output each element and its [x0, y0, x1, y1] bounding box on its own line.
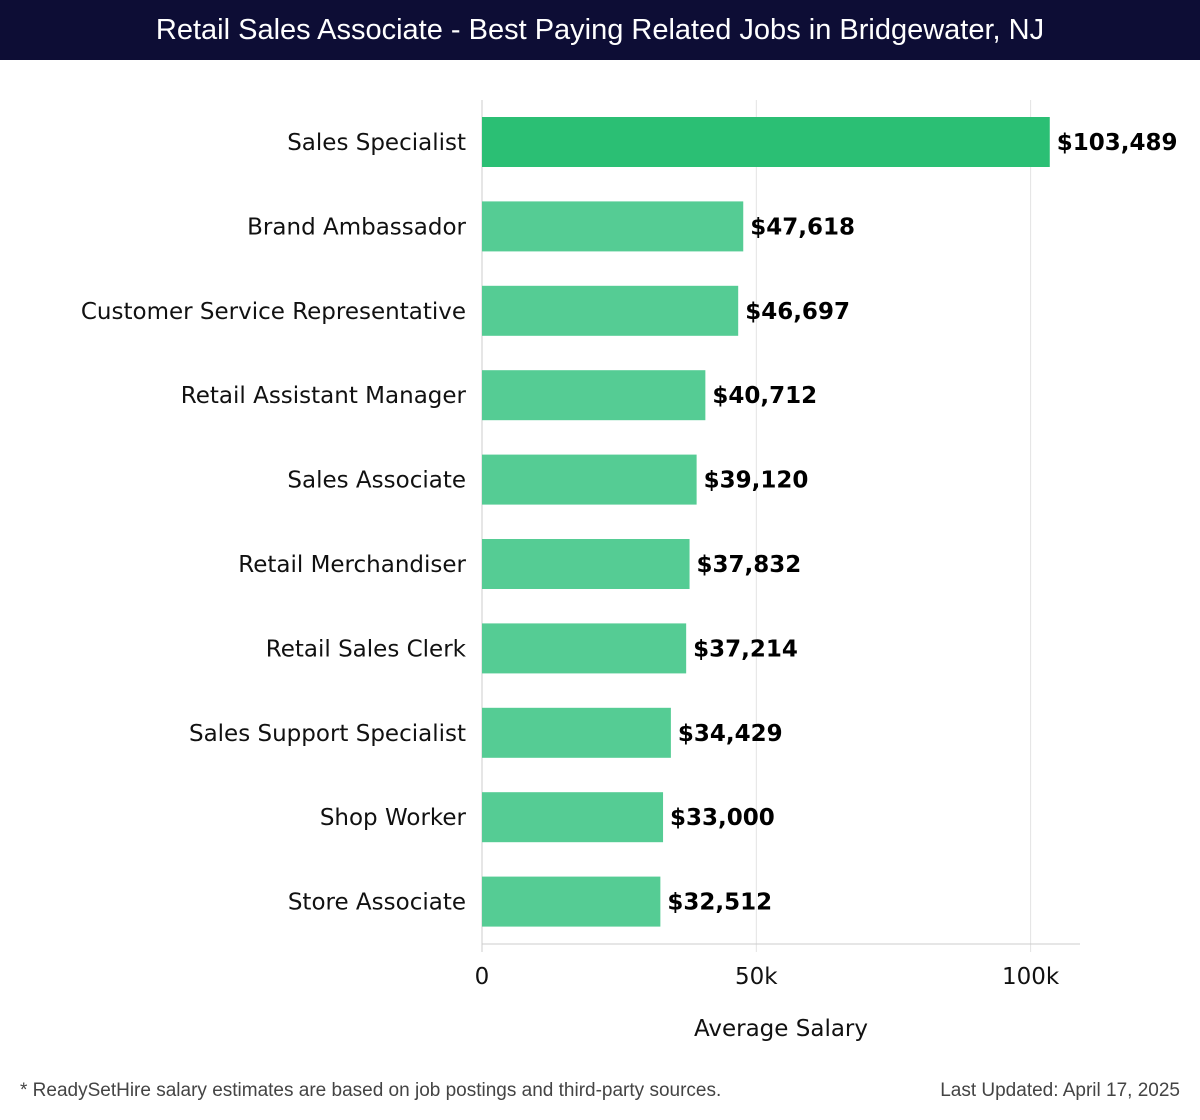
value-label: $39,120 [704, 468, 809, 494]
category-label: Sales Associate [287, 468, 466, 494]
value-label: $33,000 [670, 805, 775, 831]
bar [482, 201, 744, 252]
category-label: Brand Ambassador [247, 214, 466, 240]
last-updated: Last Updated: April 17, 2025 [940, 1080, 1180, 1101]
bar [482, 285, 739, 336]
value-label: $37,214 [693, 636, 798, 662]
x-tick-label: 50k [735, 964, 778, 990]
x-axis-title: Average Salary [694, 1016, 868, 1042]
category-label: Retail Assistant Manager [181, 383, 467, 409]
value-label: $32,512 [667, 890, 772, 916]
category-label: Sales Support Specialist [189, 721, 466, 747]
x-tick-label: 0 [475, 964, 490, 990]
bar [482, 454, 697, 505]
value-label: $37,832 [697, 552, 802, 578]
salary-bar-chart: Sales Specialist $103,489 Brand Ambassador… [81, 100, 1178, 1042]
bar [482, 876, 661, 927]
bar [482, 792, 664, 843]
bar [482, 623, 687, 674]
category-label: Customer Service Representative [81, 299, 466, 325]
bar [482, 117, 1050, 167]
x-tick-label: 100k [1002, 964, 1060, 990]
category-label: Store Associate [288, 890, 466, 916]
footnote: * ReadySetHire salary estimates are base… [20, 1080, 722, 1101]
category-label: Shop Worker [320, 805, 467, 831]
category-label: Sales Specialist [287, 130, 466, 156]
value-label: $103,489 [1057, 130, 1178, 156]
category-label: Retail Sales Clerk [266, 636, 467, 662]
category-label: Retail Merchandiser [238, 552, 466, 578]
bar [482, 707, 671, 758]
value-label: $34,429 [678, 721, 783, 747]
value-label: $40,712 [712, 383, 817, 409]
bar [482, 370, 706, 421]
chart-header: Retail Sales Associate - Best Paying Rel… [0, 0, 1200, 60]
chart-title: Retail Sales Associate - Best Paying Rel… [155, 13, 1045, 46]
value-label: $47,618 [750, 214, 855, 240]
value-label: $46,697 [745, 299, 850, 325]
bar [482, 539, 690, 589]
